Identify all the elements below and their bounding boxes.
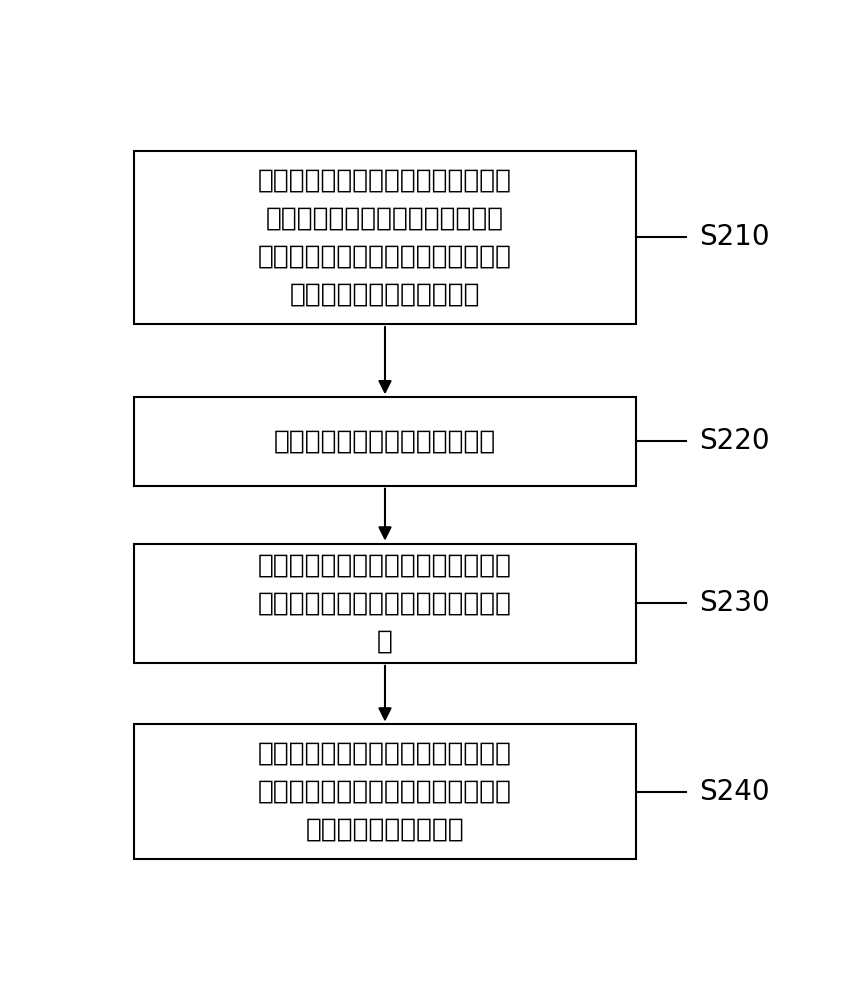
Text: 在用户选择待播放的动态图像时，检
测是否存在动态图像关联的音频数
据，在存在时将动态图像关联的音频
数据作为待播放的音频数据: 在用户选择待播放的动态图像时，检 测是否存在动态图像关联的音频数 据，在存在时将…	[257, 167, 511, 307]
Text: 在播放音频数据时，根据音频数据当
前所处时间段的音频频率，调整震动
器件在当前的震动频率: 在播放音频数据时，根据音频数据当 前所处时间段的音频频率，调整震动 器件在当前的…	[257, 741, 511, 843]
Text: S210: S210	[698, 223, 769, 251]
Bar	[134, 724, 635, 859]
Bar	[134, 544, 635, 663]
Bar	[134, 151, 635, 324]
Text: 判断终端当前是否处于静音状态: 判断终端当前是否处于静音状态	[274, 428, 496, 454]
Text: S220: S220	[698, 427, 769, 455]
Text: 在判断结果为是时，获取音频数据在
其播放时长中的多个时间段的音频频
率: 在判断结果为是时，获取音频数据在 其播放时长中的多个时间段的音频频 率	[257, 552, 511, 654]
Bar	[134, 397, 635, 486]
Text: S230: S230	[698, 589, 769, 617]
Text: S240: S240	[698, 778, 769, 806]
